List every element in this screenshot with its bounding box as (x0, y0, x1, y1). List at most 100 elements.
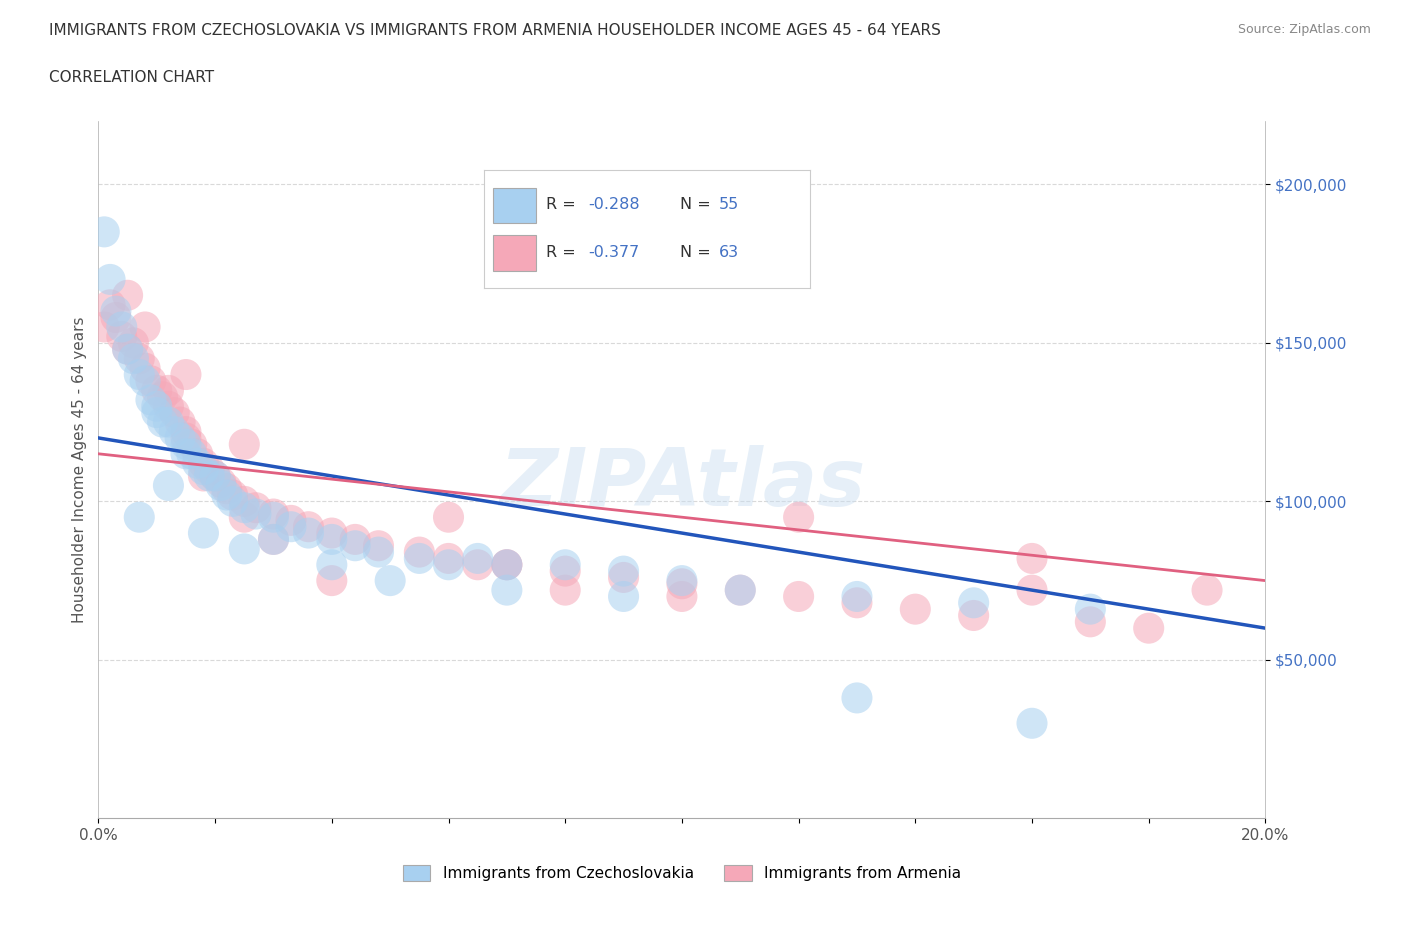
Point (297, 519, 319, 534)
Point (146, 405, 169, 420)
Text: IMMIGRANTS FROM CZECHOSLOVAKIA VS IMMIGRANTS FROM ARMENIA HOUSEHOLDER INCOME AGE: IMMIGRANTS FROM CZECHOSLOVAKIA VS IMMIGR… (49, 23, 941, 38)
Point (111, 329, 134, 344)
Point (180, 437, 202, 452)
Point (146, 399, 169, 414)
Point (730, 583, 752, 598)
Point (122, 336, 145, 351)
Point (117, 288, 139, 303)
Point (193, 456, 215, 471)
Point (209, 478, 232, 493)
Point (215, 481, 238, 496)
Point (128, 510, 150, 525)
Point (846, 589, 869, 604)
Point (117, 341, 139, 356)
Point (134, 320, 156, 335)
Point (104, 310, 127, 325)
Point (117, 341, 139, 356)
Point (262, 532, 284, 547)
Point (730, 583, 752, 598)
Point (157, 383, 180, 398)
Y-axis label: Householder Income Ages 45 - 64 years: Householder Income Ages 45 - 64 years (72, 316, 87, 623)
Point (1021, 583, 1043, 598)
Point (174, 424, 197, 439)
Point (245, 507, 267, 522)
Point (671, 589, 693, 604)
Point (146, 383, 169, 398)
Legend: Immigrants from Czechoslovakia, Immigrants from Armenia: Immigrants from Czechoslovakia, Immigran… (396, 859, 967, 887)
Point (437, 557, 460, 572)
Point (321, 573, 343, 588)
Point (209, 475, 232, 490)
Point (187, 456, 209, 471)
Point (554, 557, 576, 572)
Point (280, 519, 302, 534)
Point (163, 405, 186, 420)
Point (163, 424, 186, 439)
Point (671, 573, 693, 588)
Point (321, 525, 343, 540)
Point (904, 602, 927, 617)
Point (297, 525, 319, 540)
Point (233, 494, 256, 509)
Point (612, 570, 634, 585)
Point (198, 469, 221, 484)
Point (134, 361, 156, 376)
Point (152, 415, 174, 430)
Point (233, 500, 256, 515)
Point (787, 510, 810, 525)
Point (233, 541, 256, 556)
Point (169, 431, 191, 445)
Point (152, 390, 174, 405)
Point (128, 352, 150, 366)
Point (408, 551, 430, 565)
Point (554, 564, 576, 578)
Point (245, 500, 267, 515)
Point (1021, 551, 1043, 565)
Point (496, 557, 519, 572)
Point (174, 446, 197, 461)
Point (321, 557, 343, 572)
Point (962, 608, 984, 623)
Point (262, 532, 284, 547)
Point (111, 320, 134, 335)
Point (157, 478, 180, 493)
Point (193, 469, 215, 484)
Point (612, 589, 634, 604)
Point (157, 415, 180, 430)
Point (1137, 620, 1160, 635)
Point (134, 374, 156, 389)
Point (174, 367, 197, 382)
Point (104, 304, 127, 319)
Point (193, 462, 215, 477)
Point (233, 510, 256, 525)
Point (367, 538, 389, 553)
Point (437, 510, 460, 525)
Point (204, 469, 226, 484)
Point (193, 525, 215, 540)
Point (962, 595, 984, 610)
Point (139, 374, 162, 389)
Point (221, 487, 243, 502)
Point (1080, 602, 1102, 617)
Point (496, 557, 519, 572)
Point (496, 583, 519, 598)
Point (344, 538, 367, 553)
Point (98, 272, 121, 286)
Point (174, 437, 197, 452)
Point (612, 564, 634, 578)
Point (846, 690, 869, 705)
Point (408, 545, 430, 560)
Point (344, 532, 367, 547)
Point (198, 462, 221, 477)
Text: CORRELATION CHART: CORRELATION CHART (49, 70, 214, 85)
Point (467, 557, 489, 572)
Point (233, 437, 256, 452)
Point (280, 513, 302, 528)
Point (93, 320, 115, 335)
Point (221, 494, 243, 509)
Point (1080, 615, 1102, 630)
Point (496, 557, 519, 572)
Point (437, 551, 460, 565)
Point (554, 583, 576, 598)
Point (187, 446, 209, 461)
